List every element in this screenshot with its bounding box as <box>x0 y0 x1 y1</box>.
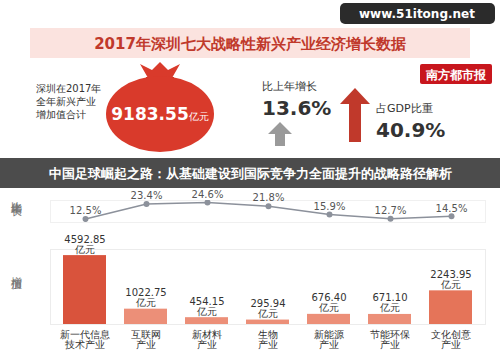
svg-text:24.6%: 24.6% <box>192 189 224 200</box>
svg-text:14.5%: 14.5% <box>436 203 468 214</box>
svg-text:生物产业: 生物产业 <box>258 329 278 350</box>
svg-text:深圳在2017年: 深圳在2017年 <box>36 83 101 94</box>
svg-text:454.15亿元: 454.15亿元 <box>190 296 225 317</box>
svg-text:295.94亿元: 295.94亿元 <box>251 298 286 319</box>
html-text:增加值: 增加值 <box>10 268 23 271</box>
svg-text:互联网产业: 互联网产业 <box>131 329 161 350</box>
svg-text:文化创意产业: 文化创意产业 <box>431 329 471 350</box>
svg-text:占GDP比重: 占GDP比重 <box>376 102 433 115</box>
svg-text:比上年增长: 比上年增长 <box>262 80 317 93</box>
svg-text:9183.55亿元: 9183.55亿元 <box>111 104 208 124</box>
svg-text:节能环保产业: 节能环保产业 <box>370 329 410 350</box>
svg-text:www.51itong.net: www.51itong.net <box>359 7 475 21</box>
svg-text:全年新兴产业: 全年新兴产业 <box>36 96 96 107</box>
svg-text:新一代信息技术产业: 新一代信息技术产业 <box>60 329 110 350</box>
svg-text:671.10亿元: 671.10亿元 <box>373 292 408 313</box>
svg-text:2243.95亿元: 2243.95亿元 <box>430 269 471 290</box>
svg-text:新能源产业: 新能源产业 <box>314 329 344 350</box>
svg-text:40.9%: 40.9% <box>376 118 445 142</box>
svg-text:增加值合计: 增加值合计 <box>35 109 86 120</box>
svg-text:23.4%: 23.4% <box>131 190 163 201</box>
svg-text:15.9%: 15.9% <box>314 201 346 212</box>
svg-text:12.5%: 12.5% <box>70 205 102 216</box>
svg-text:新材料产业: 新材料产业 <box>192 329 222 350</box>
svg-text:4592.85亿元: 4592.85亿元 <box>64 234 105 255</box>
svg-text:1022.75亿元: 1022.75亿元 <box>125 287 166 308</box>
svg-text:13.6%: 13.6% <box>262 96 331 120</box>
svg-text:南方都市报: 南方都市报 <box>425 68 487 82</box>
svg-text:12.7%: 12.7% <box>375 205 407 216</box>
html-text:比上年增长: 比上年增长 <box>10 192 23 197</box>
svg-text:2017年深圳七大战略性新兴产业经济增长数据: 2017年深圳七大战略性新兴产业经济增长数据 <box>94 35 406 53</box>
svg-text:中国足球崛起之路：从基础建设到国际竞争力全面提升的战略路径解: 中国足球崛起之路：从基础建设到国际竞争力全面提升的战略路径解析 <box>49 166 452 181</box>
svg-text:676.40亿元: 676.40亿元 <box>312 292 347 313</box>
svg-text:21.8%: 21.8% <box>253 192 285 203</box>
